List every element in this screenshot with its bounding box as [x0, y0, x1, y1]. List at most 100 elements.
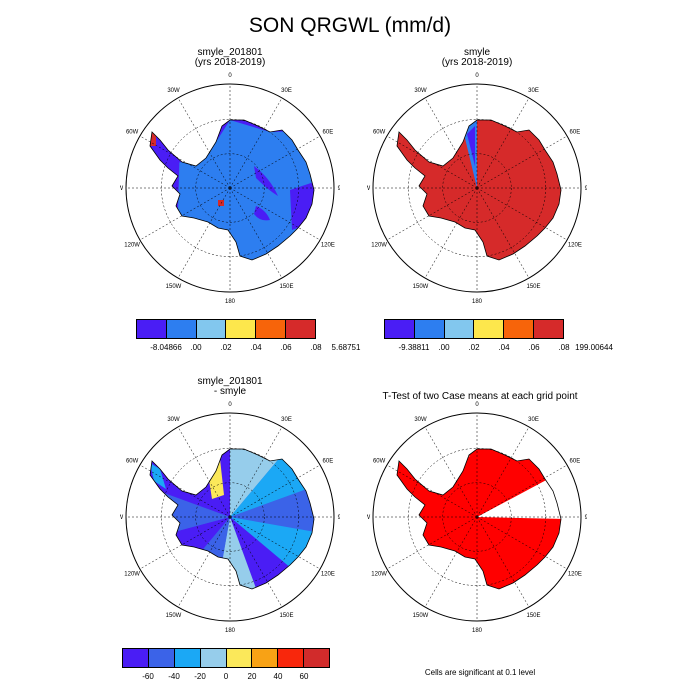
colorbar-label: 60: [299, 672, 309, 681]
meridian-line: [476, 187, 530, 279]
colorbar-boxes: [136, 319, 316, 339]
longitude-label: 30W: [167, 417, 180, 423]
longitude-label: 30E: [281, 88, 292, 94]
longitude-label: 120W: [371, 572, 387, 578]
longitude-label: 60E: [323, 130, 334, 136]
colorbar-label: 40: [273, 672, 283, 681]
meridian-line: [177, 97, 231, 189]
meridian-line: [229, 426, 283, 518]
meridian-line: [476, 426, 530, 518]
longitude-label: 90W: [367, 186, 371, 192]
latitude-circle: [195, 482, 265, 552]
figure-title: SON QRGWL (mm/d): [248, 14, 452, 37]
colorbar-label: .06: [280, 343, 292, 352]
meridian-line: [229, 464, 321, 518]
longitude-label: 150E: [526, 284, 540, 290]
meridian-line: [139, 187, 231, 241]
longitude-label: 90W: [120, 515, 124, 521]
colorbar-label: .04: [250, 343, 262, 352]
panel-1-title-line1: smyle_201801: [197, 47, 263, 58]
meridian-line: [476, 187, 568, 241]
meridian-line: [476, 135, 568, 189]
colorbar-label: -20: [194, 672, 206, 681]
latitude-circle: [442, 482, 512, 552]
longitude-label: 30W: [414, 417, 427, 423]
colorbar-label: .02: [220, 343, 232, 352]
colorbar-label: .06: [528, 343, 540, 352]
longitude-label: 30W: [167, 88, 180, 94]
panel-4-title: T-Test of two Case means at each grid po…: [370, 392, 590, 402]
polar-map-4: 0 30E 60E 90E 120E 150E 180 150W 120W 90W 60W 30W: [367, 402, 587, 634]
meridian-line: [177, 187, 231, 279]
map-panel-1: 0 30E 60E 90E 120E 150E 180 150W 120W 90W 60W 30W: [120, 70, 340, 306]
longitude-label: 30E: [281, 417, 292, 423]
colorbar-swatch: [304, 649, 329, 667]
longitude-label: 60E: [323, 459, 334, 465]
longitude-label: 180: [225, 628, 236, 634]
coastline: [396, 119, 562, 261]
longitude-label: 60W: [126, 459, 139, 465]
colorbar-swatch: [148, 649, 175, 667]
colorbar-label: 5.68751: [331, 343, 361, 352]
longitude-label: 90E: [338, 515, 340, 521]
longitude-label: 150W: [166, 613, 182, 619]
meridian-line: [424, 516, 478, 608]
coastline: [149, 448, 315, 590]
panel-2-title-line1: smyle: [463, 47, 491, 58]
colorbar-swatch: [137, 320, 167, 338]
meridian-line: [139, 135, 231, 189]
longitude-label: 60E: [570, 459, 581, 465]
meridian-line: [229, 187, 283, 279]
meridian-line: [139, 516, 231, 570]
colorbar-label: -9.38811: [398, 343, 430, 352]
colorbar-swatch: [534, 320, 563, 338]
colorbar-swatch: [226, 320, 257, 338]
longitude-label: 30E: [528, 417, 539, 423]
meridian-line: [229, 135, 321, 189]
polar-map-1: 0 30E 60E 90E 120E 150E 180 150W 120W 90W 60W 30W: [120, 73, 340, 305]
longitude-label: 0: [475, 73, 479, 79]
colorbar-swatch: [174, 649, 201, 667]
meridian-line: [229, 516, 321, 570]
meridian-line: [177, 426, 231, 518]
longitude-label: 30W: [414, 88, 427, 94]
meridian-line: [386, 464, 478, 518]
colorbar-boxes: [384, 319, 564, 339]
colorbar-swatch: [166, 320, 197, 338]
longitude-label: 150W: [413, 284, 429, 290]
colorbar-boxes: [122, 648, 330, 668]
map-panel-4: 0 30E 60E 90E 120E 150E 180 150W 120W 90W 60W 30W: [367, 399, 587, 635]
longitude-label: 150E: [526, 613, 540, 619]
longitude-label: 150W: [413, 613, 429, 619]
longitude-label: 90E: [585, 515, 587, 521]
polar-map-2: 0 30E 60E 90E 120E 150E 180 150W 120W 90W 60W 30W: [367, 73, 587, 305]
longitude-label: 150E: [279, 613, 293, 619]
meridian-line: [476, 464, 568, 518]
meridian-line: [424, 426, 478, 518]
longitude-label: 120E: [321, 243, 335, 249]
colorbar-label: 20: [247, 672, 257, 681]
colorbar-1: -8.04866 .00 .02 .04 .06 .08 5.68751: [136, 319, 360, 355]
colorbar-3: -60 -40 -20 0 20 40 60: [122, 648, 330, 684]
longitude-label: 150E: [279, 284, 293, 290]
meridian-line: [229, 97, 283, 189]
meridian-line: [476, 97, 530, 189]
colorbar-label: .00: [190, 343, 202, 352]
panel-4-title-line1: T-Test of two Case means at each grid po…: [382, 391, 578, 402]
longitude-label: 180: [472, 628, 483, 634]
longitude-label: 180: [472, 299, 483, 305]
panel-1-title-line2: (yrs 2018-2019): [194, 57, 266, 68]
colorbar-label: 199.00644: [575, 343, 613, 352]
map-panel-2: 0 30E 60E 90E 120E 150E 180 150W 120W 90W 60W 30W: [367, 70, 587, 306]
meridian-line: [139, 464, 231, 518]
polar-map-3: 0 30E 60E 90E 120E 150E 180 150W 120W 90W 60W 30W: [120, 402, 340, 634]
longitude-label: 120W: [371, 243, 387, 249]
colorbar-label: .00: [438, 343, 450, 352]
longitude-label: 0: [228, 73, 232, 79]
colorbar-label: .04: [498, 343, 510, 352]
meridian-line: [229, 516, 283, 608]
map-boundary: [125, 412, 335, 622]
colorbar-swatch: [123, 649, 149, 667]
colorbar-swatch: [252, 649, 279, 667]
panel-3-title-line2: - smyle: [213, 386, 247, 397]
